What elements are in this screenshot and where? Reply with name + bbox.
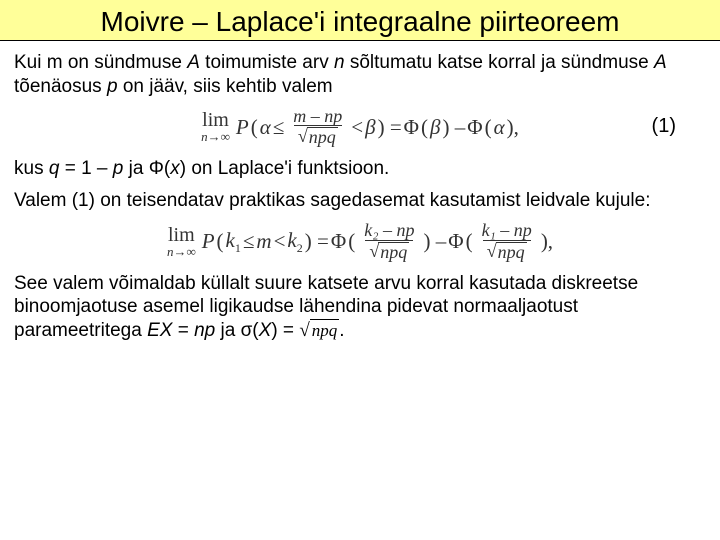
e2-rp3: ),	[541, 228, 553, 254]
p4-c: ja σ(	[215, 320, 258, 341]
le: ≤	[273, 114, 285, 140]
Phi1: Φ	[404, 114, 419, 140]
Phi2: Φ	[467, 114, 482, 140]
frac2-den: npq	[365, 240, 413, 262]
frac1-num: m – np	[289, 107, 346, 126]
frac1-den: npq	[294, 125, 342, 147]
rp2: ) –	[443, 114, 466, 140]
var-p2: p	[113, 158, 124, 179]
equation-2: lim n→∞ P( k1 ≤ m < k2 ) = Φ( k₂ – np np…	[167, 221, 553, 262]
k1: k1	[226, 227, 241, 256]
k1-sub: 1	[235, 241, 241, 255]
m: m	[256, 228, 271, 254]
rad3: npq	[496, 242, 527, 262]
equation-1-row: lim n→∞ P( α ≤ m – np npq < β ) = Φ(β) –…	[14, 107, 706, 148]
var-p: p	[107, 76, 118, 97]
rad2: npq	[378, 242, 409, 262]
frac3-den: npq	[483, 240, 531, 262]
le2: ≤	[243, 228, 255, 254]
p1-text-a: Kui m on sündmuse	[14, 52, 187, 73]
lim: lim n→∞	[201, 110, 230, 143]
paragraph-2: kus q = 1 – p ja Φ(x) on Laplace'i funkt…	[14, 157, 706, 181]
k1-l: k	[226, 228, 235, 252]
beta: β	[365, 114, 375, 140]
k2-l: k	[287, 228, 296, 252]
e2-rp-eq: ) =	[305, 228, 329, 254]
p2-d: ) on Laplace'i funktsioon.	[180, 158, 390, 179]
e2-rp2: ) –	[423, 228, 446, 254]
var-A1: A	[187, 52, 200, 73]
rparen-eq: ) =	[378, 114, 402, 140]
P: P	[236, 114, 249, 140]
frac3-num: k₁ – np	[478, 221, 536, 240]
lim2: lim n→∞	[167, 225, 196, 258]
e2-lp2: (	[348, 228, 355, 254]
equation-1: lim n→∞ P( α ≤ m – np npq < β ) = Φ(β) –…	[201, 107, 519, 148]
var-x: x	[170, 158, 180, 179]
equation-2-row: lim n→∞ P( k1 ≤ m < k2 ) = Φ( k₂ – np np…	[14, 221, 706, 262]
P2: P	[202, 228, 215, 254]
paragraph-3: Valem (1) on teisendatav praktikas saged…	[14, 189, 706, 213]
p4-b: =	[172, 320, 194, 341]
paragraph-4: See valem võimaldab küllalt suure katset…	[14, 272, 706, 343]
var-A2: A	[654, 52, 667, 73]
p4-d: ) =	[271, 320, 299, 341]
p4-dot: .	[339, 320, 344, 341]
lim-word: lim	[202, 110, 229, 130]
k2-sub: 2	[297, 241, 303, 255]
var-q: q	[49, 158, 60, 179]
Phi4: Φ	[448, 228, 463, 254]
frac2-num: k₂ – np	[360, 221, 418, 240]
alpha2: α	[494, 114, 505, 140]
sqrt3: npq	[487, 242, 527, 262]
p1-text-c: sõltumatu katse korral ja sündmuse	[345, 52, 654, 73]
frac1: m – np npq	[289, 107, 346, 148]
var-n: n	[334, 52, 345, 73]
lparen: (	[251, 114, 258, 140]
rp3: ),	[507, 114, 519, 140]
lim2-sub: n→∞	[167, 245, 196, 258]
e2-lp3: (	[466, 228, 473, 254]
e2-lp: (	[217, 228, 224, 254]
alpha: α	[260, 114, 271, 140]
slide-body: Kui m on sündmuse A toimumiste arv n sõl…	[0, 41, 720, 343]
p2-c: ja Φ(	[123, 158, 170, 179]
p1-text-b: toimumiste arv	[200, 52, 334, 73]
lim-sub: n→∞	[201, 130, 230, 143]
rad1: npq	[307, 127, 338, 147]
inline-sqrt: npq	[299, 319, 339, 343]
var-X: X	[259, 320, 272, 341]
lt: <	[351, 114, 363, 140]
p2-b: = 1 –	[59, 158, 112, 179]
lp3: (	[485, 114, 492, 140]
sqrt1: npq	[298, 127, 338, 147]
inline-rad: npq	[310, 319, 340, 341]
var-EX: EX	[147, 320, 172, 341]
lim2-word: lim	[168, 225, 195, 245]
p1-text-e: on jääv, siis kehtib valem	[118, 76, 333, 97]
lt2: <	[274, 228, 286, 254]
equation-1-number: (1)	[652, 114, 676, 139]
paragraph-1: Kui m on sündmuse A toimumiste arv n sõl…	[14, 51, 706, 99]
k2: k2	[287, 227, 302, 256]
p1-text-d: tõenäosus	[14, 76, 107, 97]
slide-title: Moivre – Laplace'i integraalne piirteore…	[0, 0, 720, 41]
Phi3: Φ	[331, 228, 346, 254]
beta2: β	[430, 114, 440, 140]
var-np: np	[194, 320, 215, 341]
sqrt2: npq	[369, 242, 409, 262]
lp2: (	[421, 114, 428, 140]
frac2: k₂ – np npq	[360, 221, 418, 262]
frac3: k₁ – np npq	[478, 221, 536, 262]
p2-a: kus	[14, 158, 49, 179]
